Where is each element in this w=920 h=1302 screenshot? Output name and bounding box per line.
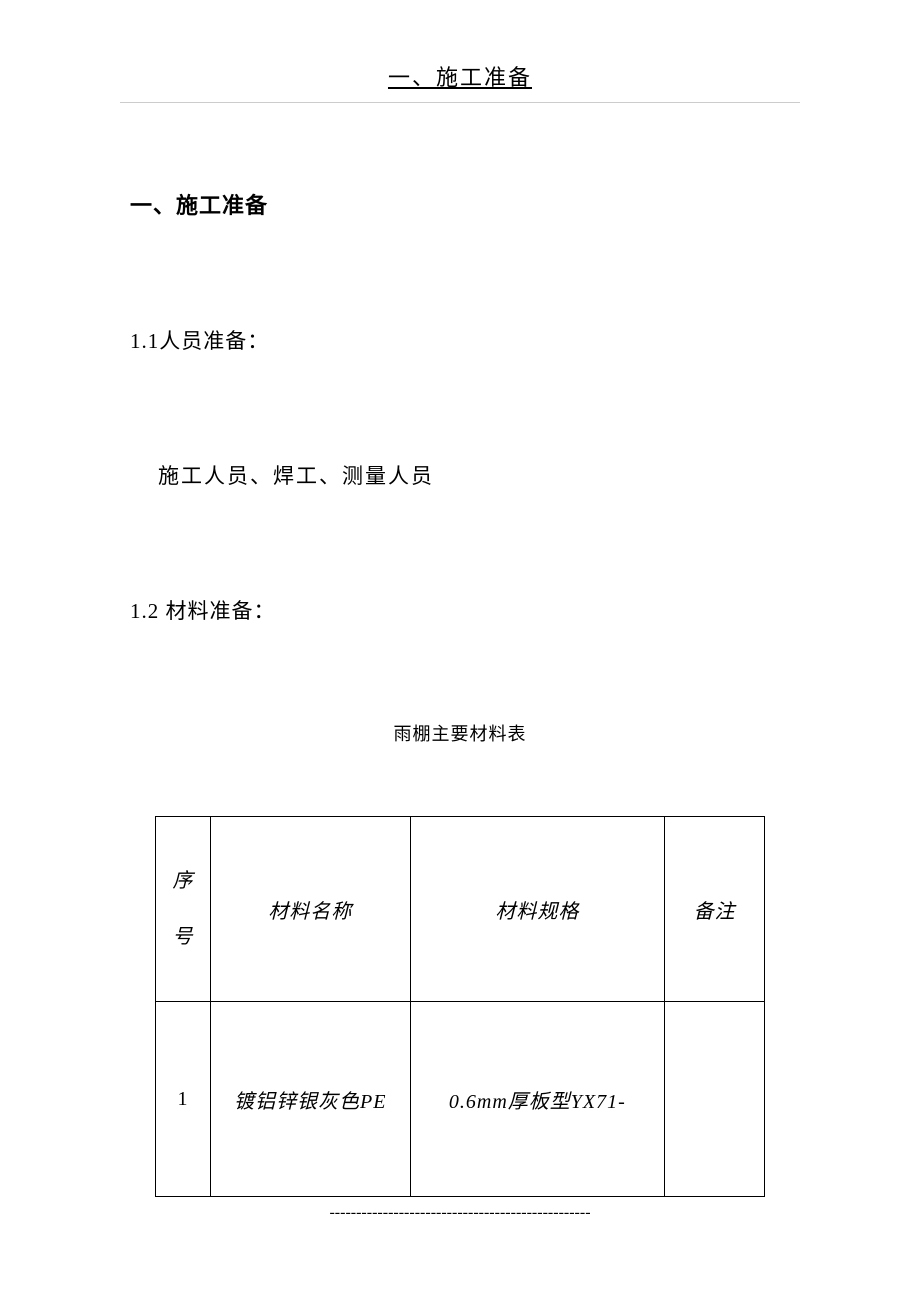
col-header-name: 材料名称 (210, 817, 410, 1002)
table-header-row: 序 号 材料名称 材料规格 备注 (156, 817, 765, 1002)
cell-name: 镀铝锌银灰色PE (210, 1002, 410, 1197)
footer-dashes: ----------------------------------------… (0, 1204, 920, 1222)
materials-table-title: 雨棚主要材料表 (130, 720, 790, 746)
subsection-1-1: 1.1人员准备： (130, 325, 790, 355)
col-header-spec: 材料规格 (410, 817, 665, 1002)
col-header-note: 备注 (665, 817, 765, 1002)
col-header-seq: 序 号 (156, 817, 211, 1002)
page-header-title: 一、施工准备 (130, 60, 790, 100)
seq-char-2: 号 (161, 909, 205, 965)
cell-note (665, 1002, 765, 1197)
section-heading: 一、施工准备 (130, 188, 790, 220)
seq-char-1: 序 (161, 853, 205, 909)
header-underline (120, 102, 800, 103)
subsection-1-2: 1.2 材料准备： (130, 595, 790, 625)
cell-spec: 0.6mm厚板型YX71- (410, 1002, 665, 1197)
cell-seq: 1 (156, 1002, 211, 1197)
table-row: 1 镀铝锌银灰色PE 0.6mm厚板型YX71- (156, 1002, 765, 1197)
materials-table: 序 号 材料名称 材料规格 备注 1 镀铝锌银灰色PE 0.6mm厚板型YX71… (155, 816, 765, 1197)
subsection-1-1-body: 施工人员、焊工、测量人员 (130, 460, 790, 490)
